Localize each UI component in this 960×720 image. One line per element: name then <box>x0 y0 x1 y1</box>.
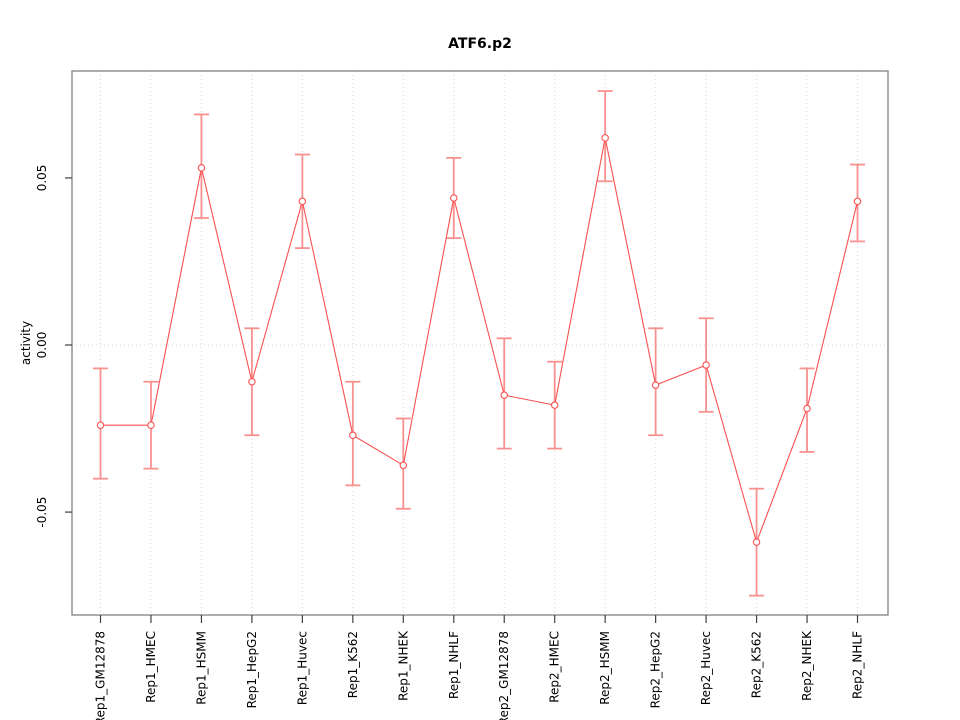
data-point-marker <box>248 378 256 386</box>
data-point-marker <box>752 538 761 546</box>
data-point-marker <box>601 134 609 142</box>
x-tick-label: Rep2_NHLF <box>851 631 865 699</box>
x-tick-label: Rep2_HepG2 <box>649 631 663 708</box>
data-point-marker <box>147 421 155 429</box>
data-point-marker <box>803 404 811 413</box>
data-point-marker <box>298 197 307 206</box>
data-point-marker <box>500 391 508 399</box>
x-tick-label: Rep1_NHLF <box>447 631 461 699</box>
chart-title: ATF6.p2 <box>448 36 512 52</box>
x-tick-label: Rep1_HMEC <box>144 631 158 703</box>
y-axis-label: activity <box>19 321 33 365</box>
data-point-marker <box>349 431 357 439</box>
x-tick-label: Rep1_GM12878 <box>94 631 108 720</box>
y-tick-label: 0.05 <box>35 165 49 192</box>
x-tick-label: Rep1_HSMM <box>194 631 208 705</box>
x-tick-label: Rep2_K562 <box>750 631 764 698</box>
data-point-marker <box>450 194 458 202</box>
x-tick-label: Rep2_GM12878 <box>497 631 511 720</box>
data-point-marker <box>853 197 862 206</box>
plot-box <box>71 70 889 616</box>
data-point-marker <box>96 421 105 429</box>
data-point-marker <box>702 361 710 369</box>
x-tick-label: Rep2_HMEC <box>548 631 562 703</box>
x-tick-label: Rep2_HSMM <box>598 631 612 705</box>
y-tick-label: 0.00 <box>35 332 49 359</box>
data-point-marker <box>651 381 660 389</box>
x-tick-label: Rep1_HepG2 <box>245 631 259 708</box>
data-point-marker <box>197 164 206 172</box>
y-tick-label: -0.05 <box>35 497 49 528</box>
x-tick-label: Rep2_NHEK <box>800 630 814 701</box>
x-tick-label: Rep2_Huvec <box>699 631 713 705</box>
series-polyline <box>100 137 859 544</box>
x-tick-label: Rep1_NHEK <box>396 630 410 701</box>
data-point-marker <box>399 461 408 470</box>
data-point-marker <box>550 401 559 409</box>
x-tick-label: Rep1_K562 <box>346 631 360 698</box>
x-tick-label: Rep1_Huvec <box>295 631 309 705</box>
